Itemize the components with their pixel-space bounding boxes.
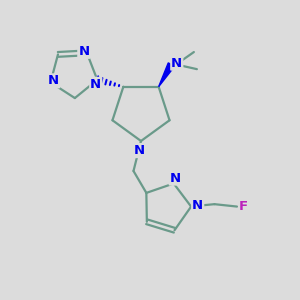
Text: N: N	[78, 45, 89, 58]
Text: N: N	[90, 78, 101, 91]
Text: F: F	[239, 200, 248, 213]
Text: N: N	[134, 144, 145, 157]
Text: N: N	[48, 74, 59, 87]
Text: N: N	[192, 199, 203, 212]
Polygon shape	[159, 63, 175, 87]
Text: N: N	[171, 57, 182, 70]
Text: N: N	[169, 172, 181, 184]
